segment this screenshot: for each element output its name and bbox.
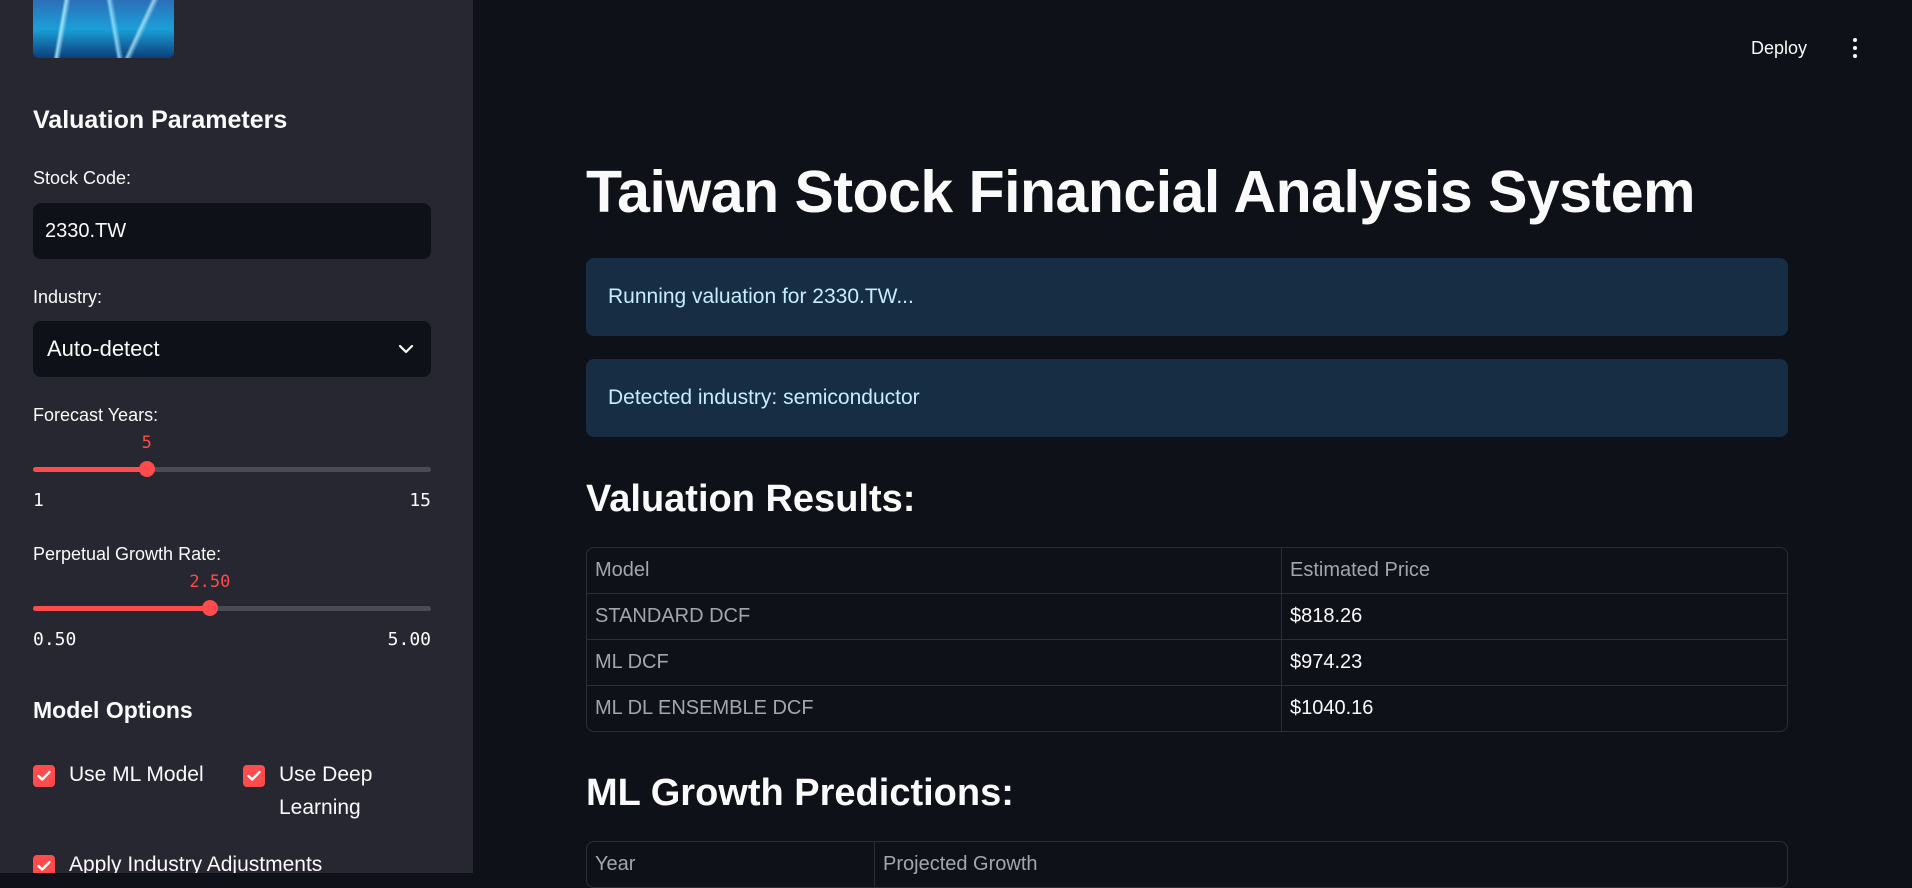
info-alert-running: Running valuation for 2330.TW... (586, 258, 1788, 336)
stock-code-label: Stock Code: (33, 168, 132, 188)
column-header: Year (587, 842, 875, 887)
slider-fill (33, 606, 210, 611)
slider-thumb[interactable] (201, 600, 218, 616)
growth-rate-slider[interactable]: 2.50 0.50 5.00 (33, 572, 431, 652)
checkbox-checked-icon (243, 765, 265, 787)
price-cell: $974.23 (1282, 640, 1787, 686)
ml-growth-table: Year Projected Growth (586, 841, 1788, 888)
model-cell: ML DL ENSEMBLE DCF (587, 686, 1282, 731)
table-row: ML DL ENSEMBLE DCF $1040.16 (587, 686, 1787, 731)
slider-max-label: 5.00 (387, 629, 431, 650)
model-cell: ML DCF (587, 640, 1282, 686)
app-logo (33, 0, 174, 58)
slider-thumb[interactable] (138, 461, 155, 477)
price-cell: $818.26 (1282, 594, 1787, 640)
slider-value: 5 (141, 433, 152, 453)
chevron-down-icon (395, 338, 417, 360)
slider-min-label: 0.50 (33, 629, 77, 650)
use-deep-learning-label-line1: Use Deep (279, 763, 373, 786)
column-header: Projected Growth (883, 853, 1038, 875)
use-ml-checkbox[interactable]: Use ML Model (33, 763, 204, 787)
sidebar: Valuation Parameters Stock Code: Industr… (0, 0, 473, 873)
industry-select[interactable]: Auto-detect (33, 321, 431, 377)
sidebar-title: Valuation Parameters (33, 106, 288, 134)
slider-min-label: 1 (33, 490, 44, 511)
checkbox-checked-icon (33, 855, 55, 873)
table-header-row: Model Estimated Price (587, 548, 1787, 594)
page-title: Taiwan Stock Financial Analysis System (586, 159, 1695, 225)
deploy-button[interactable]: Deploy (1751, 38, 1808, 58)
forecast-years-label: Forecast Years: (33, 405, 159, 425)
growth-rate-label: Perpetual Growth Rate: (33, 544, 222, 564)
forecast-years-slider[interactable]: 5 1 15 (33, 433, 431, 513)
industry-label: Industry: (33, 287, 103, 307)
info-alert-industry: Detected industry: semiconductor (586, 359, 1788, 437)
slider-max-label: 15 (409, 490, 431, 511)
ml-growth-heading: ML Growth Predictions: (586, 772, 1014, 814)
slider-track (33, 606, 431, 611)
more-menu-icon[interactable] (1846, 36, 1864, 60)
slider-track (33, 467, 431, 472)
slider-fill (33, 467, 147, 472)
use-ml-label: Use ML Model (69, 763, 204, 786)
use-deep-learning-checkbox[interactable]: Use Deep Learning (243, 763, 372, 824)
table-row: ML DCF $974.23 (587, 640, 1787, 686)
table-header-row: Year Projected Growth (587, 842, 1787, 887)
model-cell: STANDARD DCF (587, 594, 1282, 640)
use-deep-learning-label-line2: Learning (279, 796, 361, 819)
use-deep-learning-label: Use Deep Learning (279, 758, 372, 824)
industry-adjustments-label: Apply Industry Adjustments (69, 853, 323, 873)
column-header: Model (587, 548, 1282, 594)
stock-code-input[interactable] (33, 203, 431, 259)
industry-adjustments-checkbox[interactable]: Apply Industry Adjustments (33, 853, 322, 873)
slider-value: 2.50 (189, 572, 231, 592)
industry-select-value: Auto-detect (47, 336, 160, 361)
valuation-results-table: Model Estimated Price STANDARD DCF $818.… (586, 547, 1788, 732)
column-header: Estimated Price (1282, 548, 1787, 594)
price-cell: $1040.16 (1290, 697, 1374, 719)
table-row: STANDARD DCF $818.26 (587, 594, 1787, 640)
valuation-results-heading: Valuation Results: (586, 478, 916, 520)
model-options-title: Model Options (33, 697, 193, 723)
checkbox-checked-icon (33, 765, 55, 787)
